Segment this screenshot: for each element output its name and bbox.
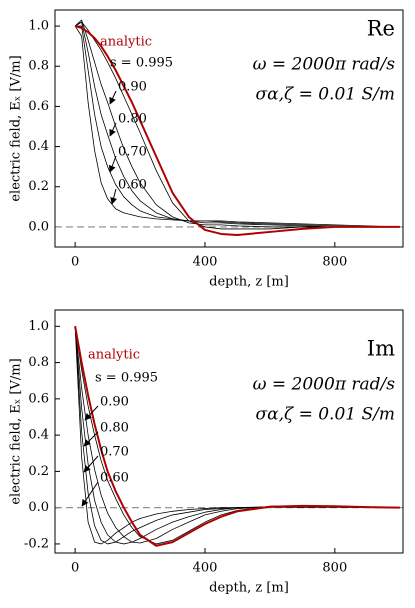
series-label: analytic [88, 348, 140, 363]
series-label: s = 0.995 [110, 56, 173, 71]
series-line [74, 25, 400, 228]
x-tick-label: 400 [193, 255, 218, 270]
series-label: s = 0.995 [95, 371, 158, 386]
y-tick-label: 0.0 [28, 500, 49, 515]
panel-label: Re [367, 17, 395, 41]
label-arrow [109, 90, 117, 105]
x-tick-label: 800 [322, 255, 347, 270]
label-arrow [84, 405, 99, 421]
x-tick-label: 400 [193, 561, 218, 576]
y-tick-label: 0.6 [28, 99, 49, 114]
series-label: 0.80 [118, 112, 147, 127]
series-label: 0.70 [100, 445, 129, 460]
series-label: analytic [100, 35, 152, 50]
x-tick-label: 0 [71, 255, 79, 270]
plot-frame [54, 309, 404, 554]
y-axis-label: electric field, Eₓ [V/m] [9, 358, 24, 504]
y-tick-label: 1.0 [28, 19, 49, 34]
y-axis-label: electric field, Eₓ [V/m] [9, 55, 24, 201]
series-line [74, 326, 400, 545]
series-line [74, 21, 400, 228]
y-tick-label: -0.2 [24, 536, 49, 551]
label-arrow [108, 155, 117, 173]
y-tick-label: 0.8 [28, 355, 49, 370]
x-axis-label: depth, z [m] [209, 581, 289, 596]
annotation: ω = 2000π rad/s [253, 55, 396, 75]
y-tick-label: 0.0 [28, 219, 49, 234]
y-tick-label: 0.4 [28, 428, 49, 443]
series-label: 0.70 [118, 145, 147, 160]
annotation: σα,ζ = 0.01 S/m [255, 85, 395, 105]
annotation: σα,ζ = 0.01 S/m [255, 405, 395, 425]
label-arrow [83, 455, 99, 473]
series-label: 0.80 [100, 421, 129, 436]
x-axis-label: depth, z [m] [209, 275, 289, 290]
annotation: ω = 2000π rad/s [253, 375, 396, 395]
series-label: 0.90 [118, 80, 147, 95]
label-arrow [83, 431, 99, 447]
label-arrow [110, 188, 118, 205]
label-arrow [81, 481, 99, 507]
y-tick-label: 0.2 [28, 179, 49, 194]
y-tick-label: 1.0 [28, 319, 49, 334]
x-tick-label: 0 [71, 561, 79, 576]
label-arrow [109, 122, 117, 137]
x-tick-label: 800 [322, 561, 347, 576]
y-tick-label: 0.6 [28, 391, 49, 406]
y-tick-label: 0.4 [28, 139, 49, 154]
panel-label: Im [367, 337, 395, 361]
series-line [74, 25, 400, 236]
series-label: 0.90 [100, 395, 129, 410]
series-line [74, 19, 400, 228]
series-line [75, 25, 400, 228]
series-label: 0.60 [100, 471, 129, 486]
y-tick-label: 0.8 [28, 59, 49, 74]
plot-frame [54, 9, 404, 248]
series-line [74, 21, 400, 230]
y-tick-label: 0.2 [28, 464, 49, 479]
series-label: 0.60 [118, 178, 147, 193]
